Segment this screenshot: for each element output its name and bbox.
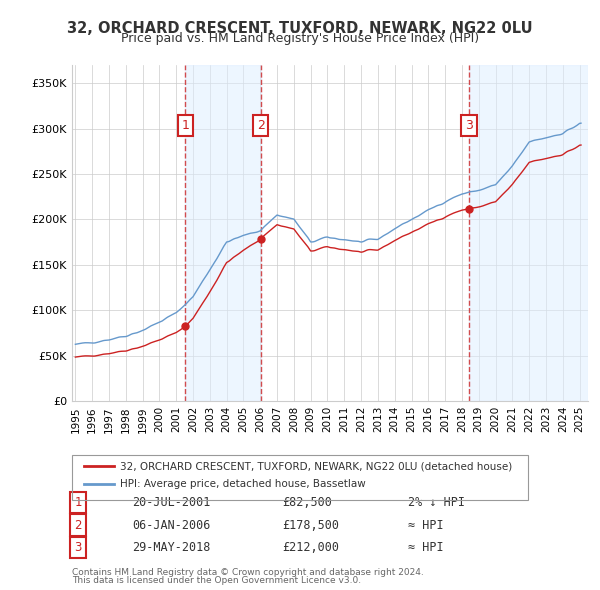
Text: HPI: Average price, detached house, Bassetlaw: HPI: Average price, detached house, Bass… (120, 479, 366, 489)
Text: 3: 3 (465, 119, 473, 132)
Text: 2: 2 (257, 119, 265, 132)
Text: 1: 1 (182, 119, 190, 132)
Text: Price paid vs. HM Land Registry's House Price Index (HPI): Price paid vs. HM Land Registry's House … (121, 32, 479, 45)
Bar (185, 65, 260, 401)
Text: 20-JUL-2001: 20-JUL-2001 (132, 496, 211, 509)
Text: 1: 1 (74, 496, 82, 509)
Bar (469, 65, 588, 401)
Text: Contains HM Land Registry data © Crown copyright and database right 2024.: Contains HM Land Registry data © Crown c… (72, 568, 424, 577)
Text: 3: 3 (74, 541, 82, 554)
Text: 06-JAN-2006: 06-JAN-2006 (132, 519, 211, 532)
Text: This data is licensed under the Open Government Licence v3.0.: This data is licensed under the Open Gov… (72, 576, 361, 585)
Text: £82,500: £82,500 (282, 496, 332, 509)
Text: ≈ HPI: ≈ HPI (408, 519, 443, 532)
Text: 2: 2 (74, 519, 82, 532)
Text: £178,500: £178,500 (282, 519, 339, 532)
Text: 32, ORCHARD CRESCENT, TUXFORD, NEWARK, NG22 0LU: 32, ORCHARD CRESCENT, TUXFORD, NEWARK, N… (67, 21, 533, 35)
Text: 32, ORCHARD CRESCENT, TUXFORD, NEWARK, NG22 0LU (detached house): 32, ORCHARD CRESCENT, TUXFORD, NEWARK, N… (120, 461, 512, 471)
Text: 2% ↓ HPI: 2% ↓ HPI (408, 496, 465, 509)
Text: 29-MAY-2018: 29-MAY-2018 (132, 541, 211, 554)
Text: £212,000: £212,000 (282, 541, 339, 554)
Text: ≈ HPI: ≈ HPI (408, 541, 443, 554)
